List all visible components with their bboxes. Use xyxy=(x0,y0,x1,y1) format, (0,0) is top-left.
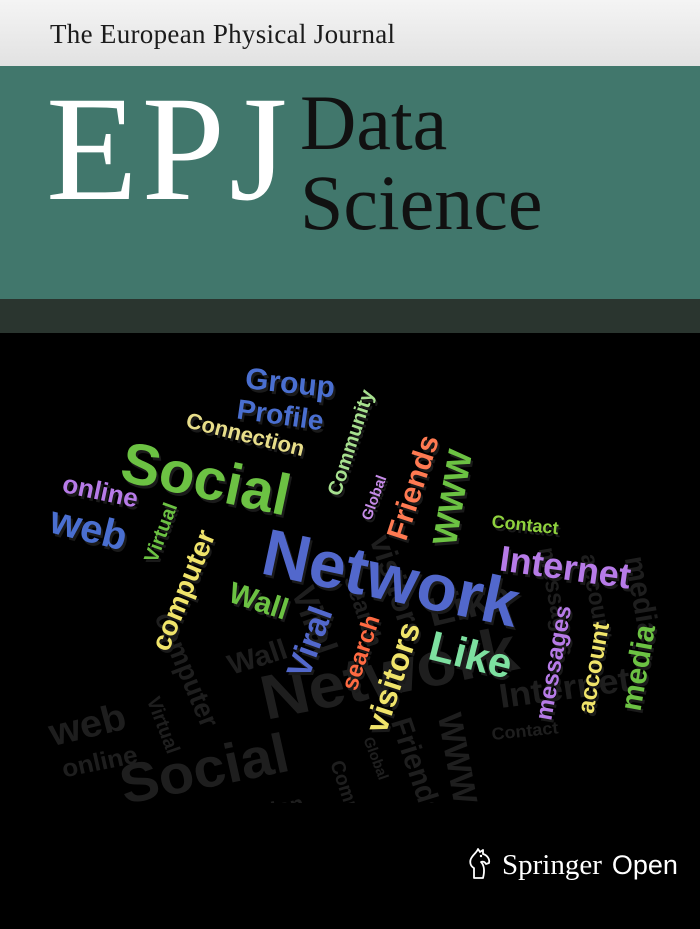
word-global-reflection: Global xyxy=(359,735,390,782)
journal-title-line1: Data xyxy=(300,79,448,166)
journal-name: The European Physical Journal xyxy=(50,19,396,49)
divider-band xyxy=(0,299,700,333)
journal-title-line2: Science xyxy=(300,159,543,246)
journal-acronym: EPJ xyxy=(46,66,292,232)
word-cloud: GroupProfileConnectionCommunitySocialGlo… xyxy=(0,333,700,803)
top-band: The European Physical Journal xyxy=(0,0,700,66)
word-virtual-reflection: Virtual xyxy=(142,694,184,757)
publisher-label: Open xyxy=(611,850,678,880)
springer-horse-icon xyxy=(466,846,496,885)
cover-image-area xyxy=(0,333,700,929)
word-social-reflection: Social xyxy=(114,722,294,803)
title-band xyxy=(0,66,700,299)
publisher-name: Springer xyxy=(502,849,602,881)
word-cloud-svg: GroupProfileConnectionCommunitySocialGlo… xyxy=(43,362,665,803)
word-media: media xyxy=(615,622,663,713)
publisher-logo: Springer Open xyxy=(466,846,678,886)
